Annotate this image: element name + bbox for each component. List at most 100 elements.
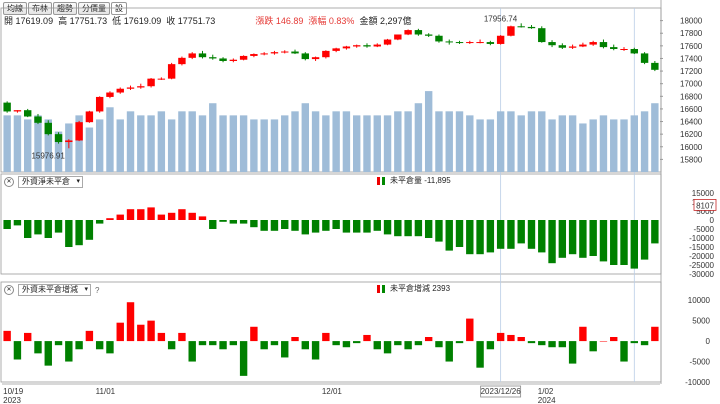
crosshair-date-label: 2023/12/26	[481, 387, 522, 396]
open-interest-bar	[126, 209, 135, 220]
volume-bar	[466, 115, 474, 172]
oi-change-bar	[178, 332, 186, 342]
panel3-indicator-select[interactable]: 外資未平倉增減 ▾	[18, 284, 91, 296]
oi-change-bar	[651, 326, 659, 342]
volume-bar	[3, 115, 11, 172]
candle-body	[301, 53, 309, 60]
open-interest-bar	[95, 220, 104, 224]
candle-body	[558, 45, 567, 48]
volume-bar	[198, 115, 207, 172]
open-interest-bar	[44, 220, 52, 238]
tab-moving-average[interactable]: 均線	[3, 2, 27, 15]
volume-bar	[137, 115, 145, 172]
oi-change-y-tick-label: -5000	[690, 358, 711, 367]
open-interest-bar	[332, 220, 340, 229]
open-interest-bar	[424, 220, 433, 238]
oi-change-bar	[95, 341, 104, 350]
oi-change-bar	[75, 341, 83, 350]
candle-body	[34, 116, 42, 123]
candle-body	[322, 50, 330, 58]
volume-bar	[579, 123, 587, 172]
open-interest-bar	[568, 220, 577, 255]
tab-volume-profile[interactable]: 分價量	[78, 2, 110, 15]
oi-change-bar	[301, 341, 309, 350]
open-interest-bar	[281, 220, 289, 229]
oi-change-bar	[445, 341, 453, 362]
open-interest-bar	[250, 220, 258, 228]
open-interest-bar	[260, 220, 268, 231]
panel3-close-icon[interactable]: ✕	[4, 285, 14, 295]
open-interest-bar	[589, 220, 597, 256]
open-interest-bar	[239, 220, 248, 224]
volume-bar	[126, 111, 135, 172]
open-interest-bar	[106, 218, 114, 220]
volume-bar	[404, 111, 412, 172]
volume-bar	[620, 119, 628, 172]
volume-bar	[219, 115, 227, 172]
volume-bar	[54, 131, 63, 172]
chevron-down-icon: ▾	[84, 286, 88, 293]
candle-body	[178, 57, 186, 65]
candle-body	[239, 55, 248, 60]
oi-change-bar	[538, 341, 546, 346]
oi-change-bar	[250, 326, 258, 342]
oi-change-bar	[260, 341, 268, 350]
oi-change-bar	[466, 318, 474, 342]
volume-bar	[589, 119, 597, 172]
x-tick-year-label: 2023	[3, 396, 21, 404]
candle-body	[219, 58, 227, 61]
volume-bar	[568, 115, 577, 172]
oi-change-bar	[517, 337, 525, 342]
x-tick-label: 1/02	[538, 387, 554, 396]
oi-change-bar	[332, 341, 340, 346]
main-y-tick-label: 15800	[680, 155, 703, 164]
oi-change-y-tick-label: -10000	[685, 378, 710, 387]
oi-change-bar	[342, 341, 351, 348]
oi-change-bar	[311, 341, 320, 360]
candle-body	[476, 42, 484, 44]
volume-bar	[424, 91, 433, 172]
tab-bollinger[interactable]: 布林	[28, 2, 52, 15]
change-quote: 漲跌 146.89	[255, 16, 304, 26]
panel2-close-icon[interactable]: ✕	[4, 177, 14, 187]
oi-change-bar	[239, 341, 248, 376]
tab-trend[interactable]: 趨勢	[53, 2, 77, 15]
oi-y-tick-label: -10000	[689, 234, 714, 243]
open-interest-bar	[54, 220, 63, 233]
volume-bar	[373, 115, 381, 172]
oi-change-bar	[496, 332, 505, 342]
oi-y-tick-label: -20000	[689, 252, 714, 261]
candle-body	[65, 140, 73, 143]
main-y-tick-label: 16000	[680, 143, 703, 152]
candle-body	[517, 26, 525, 28]
help-icon[interactable]: ?	[95, 285, 100, 295]
tab-settings[interactable]: 設	[111, 2, 127, 15]
volume-bar	[281, 115, 289, 172]
open-interest-bar	[558, 220, 567, 258]
open-interest-bar	[167, 212, 176, 220]
candle-body	[599, 42, 608, 48]
candle-body	[486, 42, 495, 44]
volume-bar	[630, 115, 638, 172]
open-interest-bar	[301, 220, 309, 235]
open-interest-bar	[394, 220, 402, 237]
oi-y-tick-label: -30000	[689, 270, 714, 279]
open-interest-bar	[137, 209, 145, 220]
low-quote: 低 17619.09	[112, 16, 162, 26]
volume-bar	[157, 111, 166, 172]
high-label: 17956.74	[484, 14, 518, 23]
panel2-indicator-select[interactable]: 外資淨未平倉 ▾	[18, 176, 83, 188]
volume-bar	[383, 115, 392, 172]
x-tick-label: 12/01	[322, 387, 343, 396]
main-y-tick-label: 17400	[680, 54, 703, 63]
oi-change-bar	[167, 341, 176, 350]
x-tick-label: 11/01	[96, 387, 116, 396]
open-interest-bar	[75, 220, 83, 246]
candle-body	[363, 45, 371, 47]
volume-bar	[507, 111, 515, 172]
volume-bar	[188, 111, 196, 172]
open-interest-bar	[383, 220, 392, 235]
amount-quote: 金額 2,297億	[359, 16, 412, 26]
open-interest-bar	[342, 220, 351, 233]
